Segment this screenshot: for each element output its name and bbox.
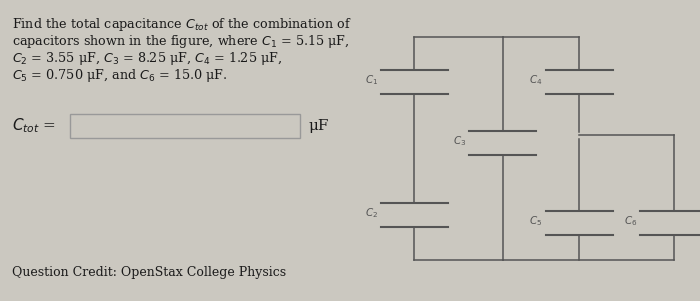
Text: $C_2$ = 3.55 μF, $C_3$ = 8.25 μF, $C_4$ = 1.25 μF,: $C_2$ = 3.55 μF, $C_3$ = 8.25 μF, $C_4$ … bbox=[12, 50, 282, 67]
FancyBboxPatch shape bbox=[70, 114, 300, 138]
Text: $C_{tot}$ =: $C_{tot}$ = bbox=[12, 117, 56, 135]
Text: $C_3$: $C_3$ bbox=[453, 134, 466, 148]
Text: μF: μF bbox=[308, 119, 328, 133]
Text: $C_1$: $C_1$ bbox=[365, 73, 378, 87]
Text: Question Credit: OpenStax College Physics: Question Credit: OpenStax College Physic… bbox=[12, 266, 286, 279]
Text: $C_2$: $C_2$ bbox=[365, 206, 378, 220]
Text: capacitors shown in the figure, where $C_1$ = 5.15 μF,: capacitors shown in the figure, where $C… bbox=[12, 33, 349, 50]
Text: $C_5$: $C_5$ bbox=[529, 214, 542, 228]
Text: $C_5$ = 0.750 μF, and $C_6$ = 15.0 μF.: $C_5$ = 0.750 μF, and $C_6$ = 15.0 μF. bbox=[12, 67, 228, 84]
Text: $C_4$: $C_4$ bbox=[529, 73, 542, 87]
Text: $C_6$: $C_6$ bbox=[624, 214, 637, 228]
Text: Find the total capacitance $C_{tot}$ of the combination of: Find the total capacitance $C_{tot}$ of … bbox=[12, 16, 351, 33]
